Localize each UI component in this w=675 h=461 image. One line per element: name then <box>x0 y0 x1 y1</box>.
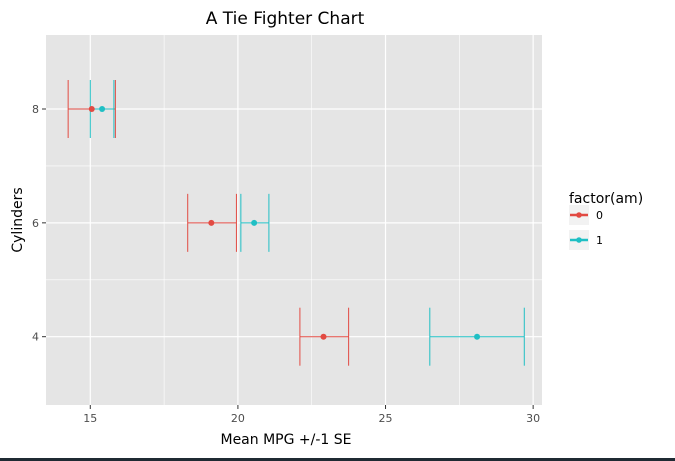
point-series-0 <box>88 106 95 112</box>
data-marks <box>67 80 525 366</box>
y-axis: 4 6 8 <box>32 103 46 344</box>
y-tick-label: 6 <box>32 217 39 230</box>
plot-panel <box>46 35 542 405</box>
minor-gridlines <box>46 35 542 405</box>
y-tick-label: 4 <box>32 331 39 344</box>
legend-key-point-1 <box>576 237 582 243</box>
point-series-0 <box>320 333 327 340</box>
y-tick-label: 8 <box>32 103 39 116</box>
point-series-1 <box>99 106 106 112</box>
point-series-1 <box>474 333 481 340</box>
legend-label-1: 1 <box>596 234 603 247</box>
legend-key-point-0 <box>576 212 582 218</box>
x-tick-label: 20 <box>231 412 245 425</box>
x-tick-label: 15 <box>83 412 97 425</box>
point-series-0 <box>208 219 215 226</box>
legend: factor(am) 0 1 <box>569 191 643 250</box>
chart-title: A Tie Fighter Chart <box>206 9 365 29</box>
x-axis: 15 20 25 30 <box>83 405 540 425</box>
window-bottom-border <box>0 458 675 461</box>
x-axis-title: Mean MPG +/-1 SE <box>220 432 351 448</box>
y-axis-title: Cylinders <box>10 187 26 252</box>
legend-label-0: 0 <box>596 209 603 222</box>
x-tick-label: 25 <box>379 412 393 425</box>
legend-title: factor(am) <box>569 191 643 207</box>
x-tick-label: 30 <box>526 412 540 425</box>
point-series-1 <box>251 219 258 226</box>
